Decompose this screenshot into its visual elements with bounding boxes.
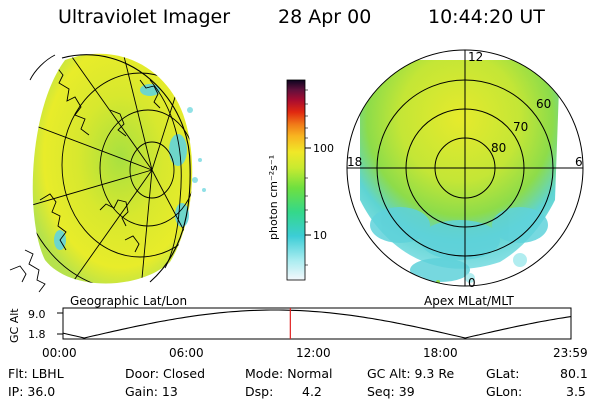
altitude-ylabel: GC Alt xyxy=(8,308,21,343)
dsp-label: Dsp: xyxy=(245,384,274,399)
altitude-curve xyxy=(62,309,572,339)
filter-status: Flt: LBHL xyxy=(8,366,64,381)
mlat-label-60: 60 xyxy=(536,97,551,111)
glat-value: 80.1 xyxy=(560,366,588,381)
colorbar: 100 10 photon cm⁻²s⁻¹ xyxy=(267,79,334,281)
gc-altitude-status: GC Alt: 9.3 Re xyxy=(367,366,455,381)
glat-label: GLat: xyxy=(486,366,520,381)
mlt-label-12: 12 xyxy=(468,50,483,64)
mlat-label-70: 70 xyxy=(513,120,528,134)
time-display: 10:44:20 UT xyxy=(428,6,545,28)
mlat-label-80: 80 xyxy=(491,141,506,155)
dsp-value: 4.2 xyxy=(302,384,322,399)
apex-polar-plot: 12 18 6 0 60 70 80 xyxy=(346,49,584,290)
geographic-map xyxy=(9,53,206,293)
geographic-panel-label: Geographic Lat/Lon xyxy=(70,294,188,308)
altitude-ytick-9: 9.0 xyxy=(28,308,46,321)
glon-value: 3.5 xyxy=(566,384,586,399)
date-display: 28 Apr 00 xyxy=(278,6,372,28)
ip-status: IP: 36.0 xyxy=(8,384,56,399)
altitude-plot: GC Alt 9.0 1.8 xyxy=(8,307,572,343)
time-tick-1800: 18:00 xyxy=(423,346,458,360)
mlt-label-6: 6 xyxy=(575,155,583,169)
time-tick-1200: 12:00 xyxy=(296,346,331,360)
mode-status: Mode: Normal xyxy=(245,366,333,381)
app-title: Ultraviolet Imager xyxy=(58,6,231,28)
time-tick-0600: 06:00 xyxy=(169,346,204,360)
mlt-label-0: 0 xyxy=(468,276,476,290)
colorbar-tick-10: 10 xyxy=(313,229,327,242)
altitude-ytick-1-8: 1.8 xyxy=(28,328,46,341)
colorbar-unit-label: photon cm⁻²s⁻¹ xyxy=(267,155,280,240)
door-status: Door: Closed xyxy=(125,366,206,381)
mlt-label-18: 18 xyxy=(347,155,362,169)
time-tick-0000: 00:00 xyxy=(42,346,77,360)
gain-status: Gain: 13 xyxy=(125,384,178,399)
glon-label: GLon: xyxy=(486,384,523,399)
seq-status: Seq: 39 xyxy=(367,384,415,399)
time-tick-2359: 23:59 xyxy=(553,346,588,360)
apex-panel-label: Apex MLat/MLT xyxy=(424,294,514,308)
colorbar-tick-100: 100 xyxy=(313,142,334,155)
